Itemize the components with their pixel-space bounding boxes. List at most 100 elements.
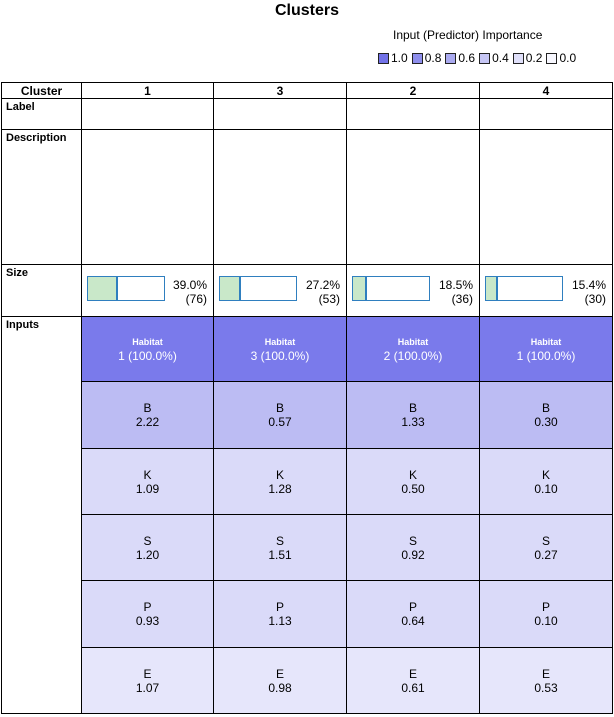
input-feature-value: 1.07	[135, 680, 160, 695]
input-feature-name: K	[541, 467, 550, 482]
size-percent-label: 39.0% (76)	[173, 278, 207, 306]
legend-label: 0.6	[458, 51, 476, 65]
input-feature-value: 1.20	[135, 547, 160, 562]
input-cell[interactable]: K 0.10	[479, 448, 613, 515]
input-feature-name: Habitat	[264, 337, 296, 347]
input-row: P 0.93 P 1.13 P 0.64 P 0.10	[2, 580, 613, 648]
input-feature-name: B	[541, 401, 550, 415]
input-cell[interactable]: E 1.07	[81, 647, 214, 714]
size-row: Size 39.0% (76) 27.2% (53) 18.5% (36) 15.4%…	[1, 264, 613, 317]
input-row: B 2.22 B 0.57 B 1.33 B 0.30	[2, 381, 613, 449]
inputs-table: Inputs Habitat 1 (100.0%) Habitat 3 (100.0%)…	[1, 316, 613, 714]
input-cell[interactable]: Habitat 1 (100.0%)	[479, 316, 613, 382]
input-cell[interactable]: S 1.20	[81, 514, 214, 581]
input-feature-value: 1.09	[135, 481, 160, 496]
size-cell[interactable]: 39.0% (76)	[81, 264, 214, 317]
size-count: (30)	[584, 292, 606, 306]
legend-item: 0.4	[479, 51, 509, 65]
size-bar	[485, 276, 563, 301]
legend-item: 0.8	[411, 51, 441, 65]
input-feature-value: 0.10	[534, 481, 558, 496]
input-feature-name: E	[408, 666, 417, 681]
input-cell[interactable]: B 0.30	[479, 381, 613, 449]
input-cell[interactable]: P 1.13	[213, 580, 347, 648]
input-feature-value: 2 (100.0%)	[383, 349, 443, 363]
input-feature-value: 0.98	[268, 680, 292, 695]
cluster-label-cell[interactable]	[346, 98, 480, 130]
input-row: S 1.20 S 1.51 S 0.92 S 0.27	[2, 514, 613, 581]
input-cell[interactable]: Habitat 3 (100.0%)	[213, 316, 347, 382]
legend-label: 0.2	[525, 51, 543, 65]
cluster-description-cell[interactable]	[81, 129, 214, 265]
cluster-id-header[interactable]: 1	[81, 82, 214, 99]
input-feature-value: 0.53	[534, 680, 558, 695]
legend-label: 0.0	[559, 51, 577, 65]
size-bar	[219, 276, 297, 301]
input-cell[interactable]: B 2.22	[81, 381, 214, 449]
legend-swatch	[546, 52, 558, 64]
input-feature-value: 0.92	[401, 547, 425, 562]
size-percent: 39.0%	[172, 278, 207, 292]
cluster-header: Cluster	[1, 82, 82, 99]
input-cell[interactable]: K 1.28	[213, 448, 347, 515]
input-cell[interactable]: S 0.27	[479, 514, 613, 581]
input-feature-value: 1.51	[268, 547, 292, 562]
cluster-description-cell[interactable]	[479, 129, 613, 265]
cluster-label-cell[interactable]	[479, 98, 613, 130]
page-title: Clusters	[274, 2, 340, 19]
input-cell[interactable]: Habitat 2 (100.0%)	[346, 316, 480, 382]
input-feature-name: E	[541, 666, 550, 681]
legend-item: 0.2	[512, 51, 543, 65]
input-cell[interactable]: Habitat 1 (100.0%)	[81, 316, 214, 382]
legend-title: Input (Predictor) Importance	[393, 28, 543, 42]
size-percent-label: 15.4% (30)	[572, 278, 606, 306]
legend-item: 0.6	[445, 51, 475, 65]
input-feature-name: E	[275, 666, 284, 681]
input-feature-name: S	[275, 533, 284, 548]
input-feature-name: Habitat	[397, 337, 429, 347]
size-cell[interactable]: 27.2% (53)	[213, 264, 347, 317]
input-feature-value: 0.27	[534, 547, 558, 562]
cluster-id-header[interactable]: 4	[479, 82, 613, 99]
description-row: Description	[1, 129, 613, 265]
size-percent: 27.2%	[305, 278, 340, 292]
input-feature-name: B	[408, 401, 417, 415]
size-bar-fill	[88, 277, 118, 300]
cluster-description-cell[interactable]	[346, 129, 480, 265]
cluster-table: Cluster 1 3 2 4 Label Description Size 3…	[1, 82, 613, 317]
cluster-description-cell[interactable]	[213, 129, 347, 265]
size-percent-label: 27.2% (53)	[306, 278, 340, 306]
input-cell[interactable]: E 0.98	[213, 647, 347, 714]
input-row: K 1.09 K 1.28 K 0.50 K 0.10	[2, 448, 613, 515]
row-label-inputs: Inputs	[1, 316, 82, 714]
input-cell[interactable]: P 0.10	[479, 580, 613, 648]
input-feature-name: P	[143, 600, 152, 614]
input-cell[interactable]: E 0.53	[479, 647, 613, 714]
input-cell[interactable]: K 1.09	[81, 448, 214, 515]
input-cell[interactable]: K 0.50	[346, 448, 480, 515]
cluster-label-cell[interactable]	[213, 98, 347, 130]
size-cell[interactable]: 18.5% (36)	[346, 264, 480, 317]
cluster-id-header[interactable]: 3	[213, 82, 347, 99]
input-cell[interactable]: P 0.93	[81, 580, 214, 648]
size-percent: 15.4%	[571, 278, 606, 292]
input-feature-name: P	[408, 600, 417, 614]
size-cell[interactable]: 15.4% (30)	[479, 264, 613, 317]
input-cell[interactable]: S 0.92	[346, 514, 480, 581]
cluster-label-cell[interactable]	[81, 98, 214, 130]
input-feature-name: E	[143, 666, 152, 681]
cluster-id-header[interactable]: 2	[346, 82, 480, 99]
input-feature-value: 0.93	[135, 614, 160, 628]
input-feature-name: B	[143, 401, 152, 415]
size-bar	[87, 276, 165, 301]
input-cell[interactable]: S 1.51	[213, 514, 347, 581]
input-feature-value: 2.22	[135, 415, 160, 429]
input-cell[interactable]: B 1.33	[346, 381, 480, 449]
input-feature-value: 1.13	[268, 614, 292, 628]
input-cell[interactable]: B 0.57	[213, 381, 347, 449]
input-feature-name: K	[275, 467, 284, 482]
input-cell[interactable]: P 0.64	[346, 580, 480, 648]
legend-label: 0.4	[492, 51, 509, 65]
input-feature-value: 0.30	[534, 415, 558, 429]
input-cell[interactable]: E 0.61	[346, 647, 480, 714]
